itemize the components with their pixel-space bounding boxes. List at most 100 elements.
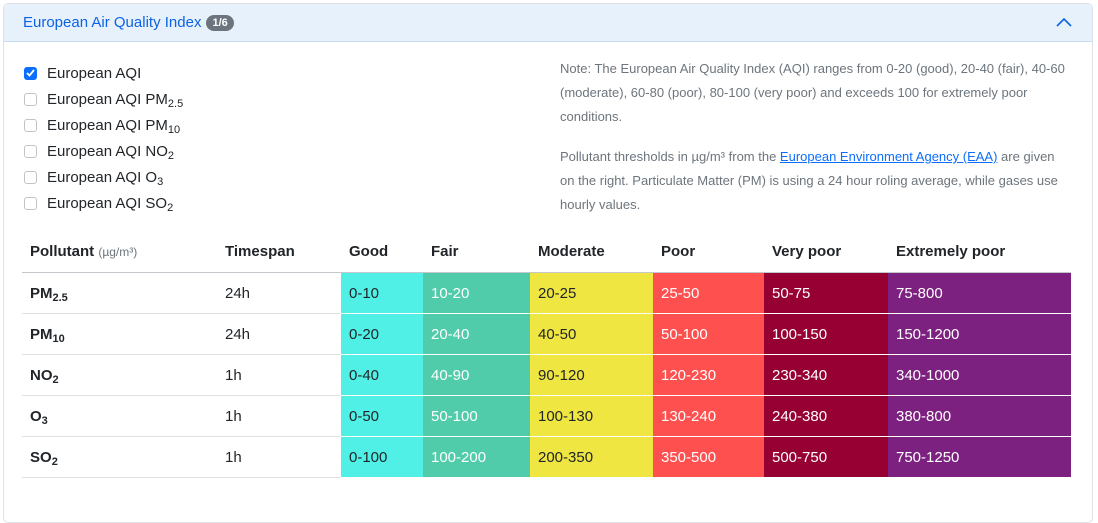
table-row: SO2 1h 0-100 100-200 200-350 350-500 500-750 75… [22,436,1071,478]
table-row: PM2.5 24h 0-10 10-20 20-25 25-50 50-75 75-800 [22,272,1071,314]
checkbox-label: European AQI PM10 [47,116,181,136]
label-text: European AQI SO [47,194,168,212]
checkbox-label: European AQI PM2.5 [47,90,184,110]
pollutant-cell: O3 [22,395,217,437]
table-cell: 340-1000 [888,354,1071,396]
text: Pollutant thresholds in µg/m³ from the [560,149,780,164]
text: are given on the right. Particulate Matt… [560,149,1058,212]
table-cell: 350-500 [653,436,764,478]
label-text: SO [30,448,52,466]
label-text: NO [30,366,53,384]
checkbox[interactable] [24,118,37,132]
link[interactable]: European Environment Agency (EAA) [779,149,998,164]
subscript: 2 [167,149,175,162]
subscript: 3 [41,414,48,427]
notes: Note: The European Air Quality Index (AQ… [560,57,1070,233]
check-icon [26,69,35,77]
note-text: Note: The European Air Quality Index (AQ… [560,61,1065,124]
table-cell: 0-50 [341,395,423,437]
checkbox[interactable] [24,92,37,106]
column-header: Good [341,230,423,273]
subscript: 10 [52,332,65,345]
table-cell: 380-800 [888,395,1071,437]
note-text: Pollutant thresholds in µg/m³ from the E… [560,145,1070,217]
table-cell: 200-350 [530,436,653,478]
label-text: European AQI PM [47,90,168,108]
table-cell: 50-75 [764,272,888,314]
title-text: European Air Quality Index [23,14,202,31]
checkbox-item[interactable]: European AQI NO2 [24,138,183,164]
table-cell: 100-150 [764,313,888,355]
table-cell: 500-750 [764,436,888,478]
checkbox-label: European AQI NO2 [47,142,175,162]
table-cell: 100-130 [530,395,653,437]
table-row: O3 1h 0-50 50-100 100-130 130-240 240-380 380-8… [22,395,1071,437]
threshold-table: Pollutant (µg/m³) Timespan Good Fair Modera… [22,230,1071,478]
table-cell: 10-20 [423,272,530,314]
checkbox[interactable] [24,66,37,80]
table-cell: 20-40 [423,313,530,355]
table-cell: 130-240 [653,395,764,437]
table-cell: 120-230 [653,354,764,396]
table-cell: 90-120 [530,354,653,396]
panel-title: European Air Quality Index 1/6 [23,14,234,31]
pollutant-cell: PM10 [22,313,217,355]
table-cell: 750-1250 [888,436,1071,478]
table-cell: 0-20 [341,313,423,355]
table-cell: 40-50 [530,313,653,355]
checkbox-label: European AQI [47,65,141,82]
badge: 1/6 [206,15,234,31]
pollutant-cell: SO2 [22,436,217,478]
pollutant-cell: PM2.5 [22,272,217,314]
label-text: O [30,407,42,425]
label-text: PM [30,325,53,343]
subscript: 3 [157,175,164,188]
subscript: 2.5 [167,97,184,110]
table-cell: 1h [217,354,341,396]
subscript: 2.5 [52,291,68,304]
checkbox-item[interactable]: European AQI SO2 [24,190,183,216]
subscript: 10 [167,123,181,136]
table-cell: 0-10 [341,272,423,314]
checkbox[interactable] [24,144,37,158]
text: Pollutant [30,242,95,260]
table-cell: 20-25 [530,272,653,314]
table-cell: 240-380 [764,395,888,437]
table-cell: 75-800 [888,272,1071,314]
column-header: Extremely poor [888,230,1071,273]
table-cell: 24h [217,313,341,355]
label-text: European AQI O [47,168,158,186]
subscript: 2 [51,455,58,468]
subscript: 2 [167,201,174,214]
label-text: European AQI NO [47,142,168,160]
checkbox-label: European AQI SO2 [47,194,174,214]
checkbox-item[interactable]: European AQI PM10 [24,112,183,138]
table-cell: 25-50 [653,272,764,314]
checkbox-item[interactable]: European AQI PM2.5 [24,86,183,112]
table-cell: 24h [217,272,341,314]
column-header: Timespan [217,230,341,273]
checkbox-list: European AQI European AQI PM2.5 European A… [24,60,183,216]
table-cell: 150-1200 [888,313,1071,355]
checkbox-item[interactable]: European AQI O3 [24,164,183,190]
checkbox[interactable] [24,170,37,184]
table-cell: 50-100 [423,395,530,437]
table-cell: 1h [217,395,341,437]
checkbox-label: European AQI O3 [47,168,164,188]
table-cell: 40-90 [423,354,530,396]
header-row: Pollutant (µg/m³) Timespan Good Fair Modera… [22,230,1071,273]
checkbox[interactable] [24,196,37,210]
label-text: European AQI [47,64,142,82]
column-header: Fair [423,230,530,273]
label-text: European AQI PM [47,116,168,134]
chevron-up[interactable] [1056,16,1072,28]
table-row: PM10 24h 0-20 20-40 40-50 50-100 100-150 150-12… [22,313,1071,355]
table-row: NO2 1h 0-40 40-90 90-120 120-230 230-340 340-10… [22,354,1071,396]
table-cell: 100-200 [423,436,530,478]
checkbox-item[interactable]: European AQI [24,60,183,86]
pollutant-cell: NO2 [22,354,217,396]
label-text: PM [30,284,53,302]
accordion-header[interactable]: European Air Quality Index 1/6 [4,4,1092,42]
unit: (µg/m³) [98,244,138,259]
